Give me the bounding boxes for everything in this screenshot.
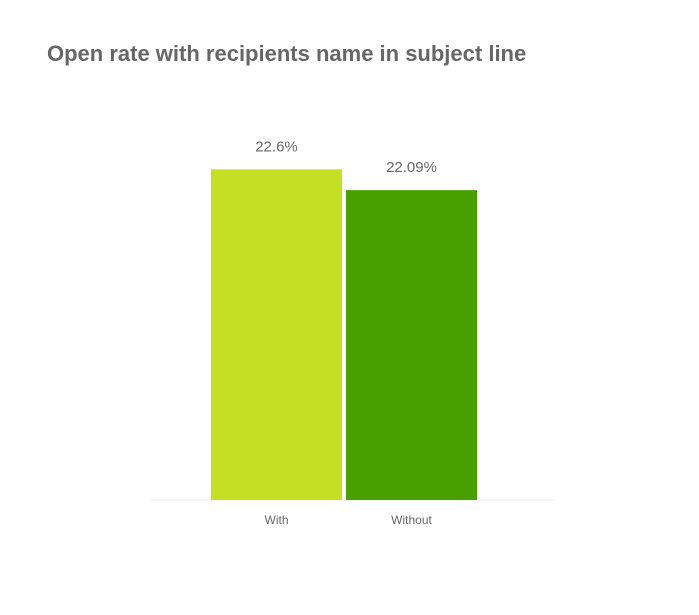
value-label: 22.09%	[386, 159, 437, 176]
x-tick-label: With	[265, 513, 289, 527]
chart-title: Open rate with recipients name in subjec…	[47, 41, 526, 66]
bar	[346, 190, 477, 500]
value-label: 22.6%	[255, 138, 298, 155]
x-tick-label: Without	[391, 513, 432, 527]
bar	[211, 169, 342, 500]
